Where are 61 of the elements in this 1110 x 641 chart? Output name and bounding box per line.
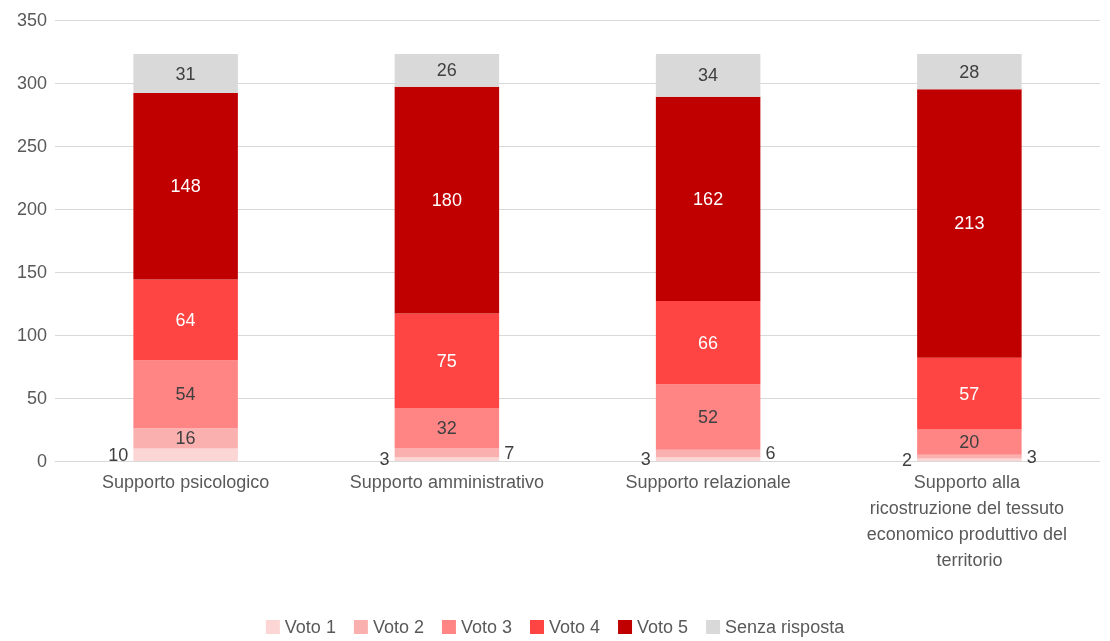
data-label: 213 xyxy=(954,213,985,234)
data-label: 54 xyxy=(175,384,196,405)
bar xyxy=(394,313,500,409)
bar xyxy=(917,458,1022,461)
data-label: 3 xyxy=(1026,446,1037,467)
data-label: 180 xyxy=(431,190,462,211)
bar xyxy=(133,428,238,449)
legend-label: Senza risposta xyxy=(725,617,846,637)
bar xyxy=(917,429,1022,455)
data-label: 32 xyxy=(436,418,457,439)
bar xyxy=(394,457,500,461)
data-label: 31 xyxy=(175,63,196,84)
bar xyxy=(394,408,500,449)
x-tick-label: Supporto relazionale xyxy=(625,472,791,492)
data-label: 2 xyxy=(902,449,913,470)
y-tick-label: 250 xyxy=(16,136,47,156)
x-tick-label: Supporto alla ricostruzione del tessuto economico produttivo del territorio xyxy=(866,472,1072,570)
bar xyxy=(917,89,1022,358)
data-label: 20 xyxy=(959,432,980,453)
bar xyxy=(655,457,761,461)
bar xyxy=(655,300,761,385)
bar xyxy=(394,86,500,314)
legend-label: Voto 2 xyxy=(372,617,424,637)
data-label: 34 xyxy=(698,65,719,86)
y-tick-label: 50 xyxy=(26,388,47,408)
y-tick-label: 200 xyxy=(16,199,47,219)
bar xyxy=(655,96,761,301)
bar xyxy=(133,279,238,361)
data-label: 6 xyxy=(765,443,776,464)
bar xyxy=(917,357,1022,430)
data-label: 26 xyxy=(436,60,457,81)
y-tick-label: 100 xyxy=(16,325,47,345)
data-label: 148 xyxy=(170,176,201,197)
data-label: 3 xyxy=(640,449,651,470)
legend-label: Voto 1 xyxy=(284,617,336,637)
legend-label: Voto 3 xyxy=(460,617,512,637)
bar xyxy=(655,449,761,458)
data-label: 52 xyxy=(698,406,719,427)
y-tick-label: 300 xyxy=(16,73,47,93)
data-label: 16 xyxy=(175,428,196,449)
y-tick-label: 0 xyxy=(36,451,47,471)
data-label: 75 xyxy=(436,350,457,371)
bar xyxy=(133,448,238,461)
data-label: 10 xyxy=(108,444,129,465)
x-tick-label: Supporto psicologico xyxy=(102,472,270,492)
data-label: 57 xyxy=(959,383,980,404)
bar xyxy=(655,384,761,450)
data-label: 162 xyxy=(693,188,724,209)
legend-label: Voto 4 xyxy=(548,617,601,637)
x-tick-label: Supporto amministrativo xyxy=(349,472,544,492)
data-label: 64 xyxy=(175,309,196,330)
legend-label: Voto 5 xyxy=(637,617,689,637)
bar xyxy=(133,360,238,429)
data-label: 28 xyxy=(959,61,980,82)
data-label: 3 xyxy=(379,449,390,470)
y-tick-label: 350 xyxy=(16,10,47,30)
bar xyxy=(394,448,500,458)
y-tick-label: 150 xyxy=(16,262,47,282)
data-label: 7 xyxy=(504,442,515,463)
bar xyxy=(133,93,238,280)
data-label: 66 xyxy=(698,332,719,353)
